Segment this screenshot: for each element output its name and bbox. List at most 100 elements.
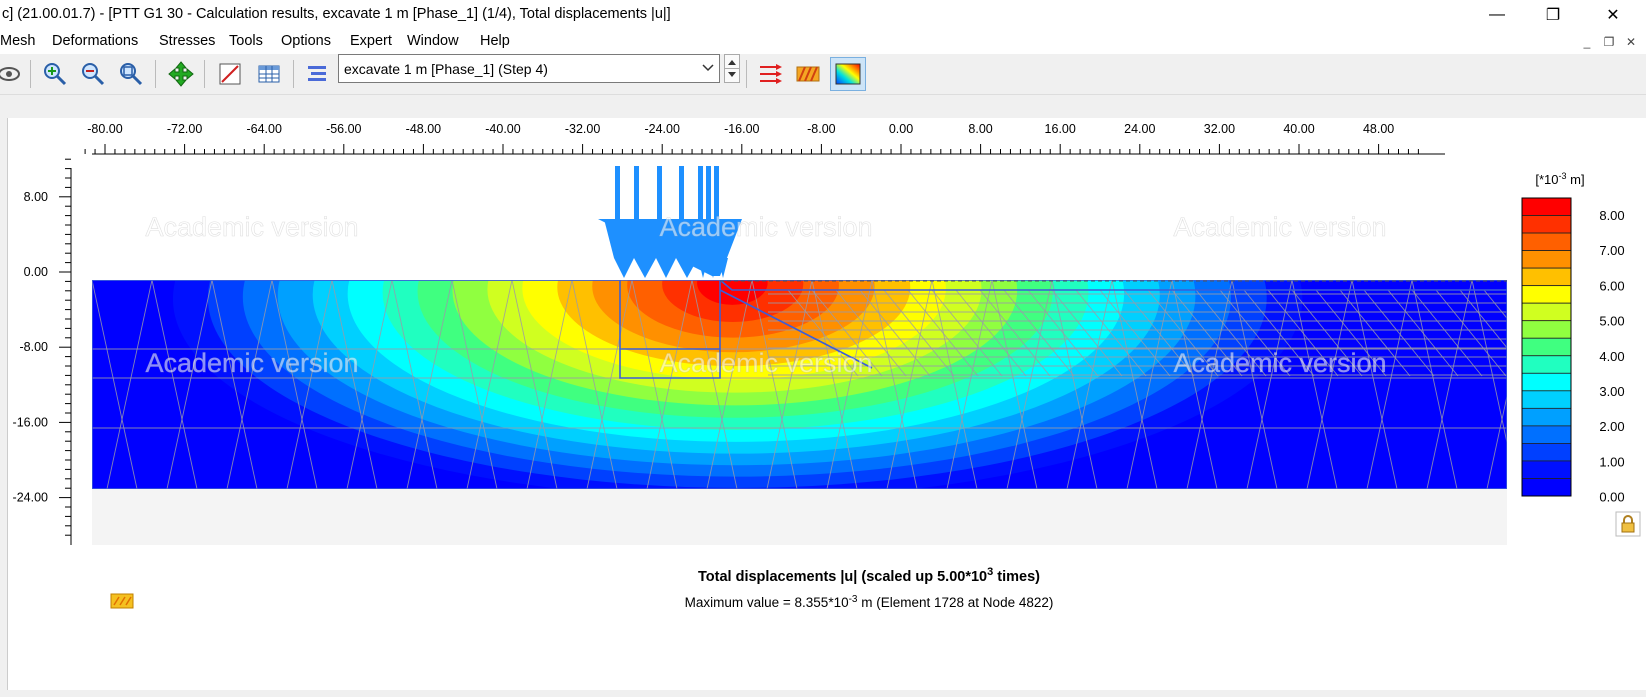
- mesh-line: [106, 280, 153, 489]
- mesh-line: [1003, 289, 1075, 377]
- mesh-line: [451, 280, 498, 489]
- mesh-line: [883, 289, 955, 377]
- eye-icon[interactable]: [0, 59, 24, 89]
- load-arrow-shaft: [634, 166, 639, 222]
- x-tick-label: 32.00: [1204, 122, 1235, 136]
- minimize-button[interactable]: —: [1489, 5, 1505, 23]
- legend-color-band: [1521, 478, 1572, 497]
- phase-dropdown[interactable]: excavate 1 m [Phase_1] (Step 4): [338, 54, 720, 83]
- mesh-line: [751, 280, 798, 489]
- shadings-icon[interactable]: [793, 59, 823, 89]
- mesh-line: [271, 280, 318, 489]
- close-button[interactable]: ✕: [1606, 6, 1620, 24]
- y-tick-label: -8.00: [20, 340, 49, 354]
- menu-mesh[interactable]: Mesh: [0, 33, 36, 49]
- legend-color-band: [1521, 302, 1572, 322]
- toolbar: [0, 54, 1646, 95]
- plot-canvas[interactable]: -80.00 -72.00 -64.00 -56.00 -48.00 -40.00 -32.…: [8, 118, 1646, 690]
- mesh-line: [1351, 280, 1398, 489]
- plot-caption-title: Total displacements |u| (scaled up 5.00*…: [698, 566, 1040, 585]
- mesh-line: [1195, 289, 1267, 377]
- result-type-icon[interactable]: [110, 593, 134, 609]
- watermark-text: Academic version: [1173, 348, 1386, 378]
- mesh-line: [931, 280, 978, 489]
- load-arrow-tip: [708, 258, 718, 278]
- mesh-line: [1426, 280, 1473, 489]
- x-tick-label: -80.00: [87, 122, 122, 136]
- x-tick-label: -32.00: [565, 122, 600, 136]
- mesh-line: [1291, 289, 1363, 377]
- mesh-line: [526, 280, 573, 489]
- menu-window[interactable]: Window: [407, 33, 459, 49]
- mdi-minimize-button[interactable]: _: [1583, 35, 1591, 49]
- mesh-line: [151, 280, 198, 489]
- table-icon[interactable]: [254, 59, 284, 89]
- menu-tools[interactable]: Tools: [229, 33, 263, 49]
- mesh-line: [835, 289, 907, 377]
- x-tick-label: -56.00: [326, 122, 361, 136]
- mesh-line: [1186, 280, 1233, 489]
- mdi-restore-button[interactable]: ❐: [1603, 35, 1615, 49]
- x-tick-label: -16.00: [724, 122, 759, 136]
- mesh-line: [907, 289, 979, 377]
- mesh-line: [1459, 289, 1507, 349]
- phase-dropdown-value: excavate 1 m [Phase_1] (Step 4): [344, 61, 548, 77]
- menu-options[interactable]: Options: [281, 33, 331, 49]
- x-tick-label: 48.00: [1363, 122, 1394, 136]
- mesh-line: [706, 280, 753, 489]
- mesh-line: [391, 280, 438, 489]
- mesh-line: [766, 280, 813, 489]
- mdi-close-button[interactable]: ✕: [1625, 35, 1637, 49]
- legend-label: 4.00: [1599, 349, 1624, 364]
- maximize-button[interactable]: ❐: [1545, 6, 1561, 24]
- mesh-line: [955, 289, 1027, 377]
- mesh-line: [511, 280, 558, 489]
- mesh-line: [1486, 393, 1507, 489]
- zoom-in-icon[interactable]: [40, 59, 70, 89]
- menu-deformations[interactable]: Deformations: [52, 33, 139, 49]
- pan-icon[interactable]: [166, 59, 196, 89]
- toolbar-separator: [746, 60, 747, 88]
- plot-caption-max-value: Maximum value = 8.355*10-3 m (Element 17…: [685, 594, 1054, 610]
- mesh-line: [1171, 289, 1243, 377]
- mesh-line: [466, 280, 513, 489]
- load-arrow-tip: [698, 258, 708, 278]
- toolbar-separator: [155, 60, 156, 88]
- chevron-down-icon: [701, 59, 715, 80]
- x-tick-label: 8.00: [968, 122, 992, 136]
- legend-color-band: [1521, 460, 1572, 479]
- structure-line: [719, 289, 873, 369]
- y-tick-label: 8.00: [24, 190, 48, 204]
- plot-panel[interactable]: -80.00 -72.00 -64.00 -56.00 -48.00 -40.00 -32.…: [7, 118, 1646, 691]
- mesh-line: [1123, 289, 1195, 377]
- arrows-icon[interactable]: [756, 59, 786, 89]
- title-bar: c] (21.00.01.7) - [PTT G1 30 - Calculati…: [0, 0, 1646, 29]
- mesh-line: [1315, 289, 1387, 377]
- mesh-line: [1366, 280, 1413, 489]
- load-arrow-tip: [614, 258, 634, 278]
- zoom-window-icon[interactable]: [116, 59, 146, 89]
- legend-label: 1.00: [1599, 454, 1624, 469]
- soil-contours: [92, 280, 1507, 489]
- legend-label: 2.00: [1599, 419, 1624, 434]
- menu-expert[interactable]: Expert: [350, 33, 392, 49]
- cross-section-icon[interactable]: [302, 59, 332, 89]
- mesh-line: [211, 280, 258, 489]
- mesh-line: [1099, 289, 1171, 377]
- legend-label: 7.00: [1599, 243, 1624, 258]
- contours-icon[interactable]: [830, 57, 866, 91]
- mesh-line: [226, 280, 273, 489]
- legend-label: 5.00: [1599, 314, 1624, 329]
- mesh-line: [331, 280, 378, 489]
- phase-step-spinner[interactable]: [724, 54, 740, 83]
- mesh-line: [1051, 280, 1098, 489]
- partial-geometry-icon[interactable]: [215, 59, 245, 89]
- menu-stresses[interactable]: Stresses: [159, 33, 216, 49]
- zoom-out-icon[interactable]: [78, 59, 108, 89]
- x-tick-label: 0.00: [889, 122, 913, 136]
- lock-icon[interactable]: [1615, 511, 1641, 537]
- contour-band: [697, 280, 768, 305]
- menu-help[interactable]: Help: [480, 33, 510, 49]
- x-tick-label: -64.00: [246, 122, 281, 136]
- mesh-line: [886, 280, 933, 489]
